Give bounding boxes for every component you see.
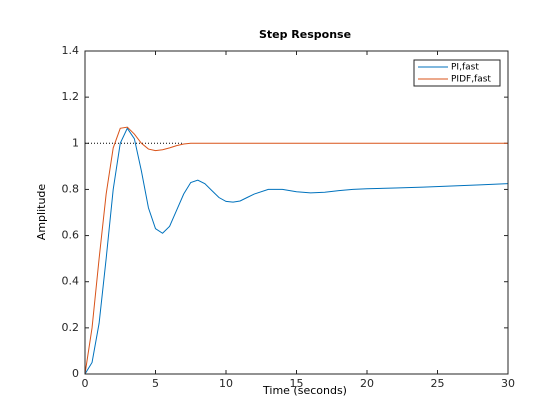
- y-tick-label: 1: [72, 136, 79, 149]
- y-tick-label: 0: [72, 367, 79, 380]
- x-tick-label: 30: [501, 377, 515, 390]
- x-tick-label: 20: [360, 377, 374, 390]
- axes-box: [84, 50, 509, 375]
- x-tick-label: 25: [431, 377, 445, 390]
- y-tick-label: 0.8: [62, 182, 80, 195]
- y-tick-label: 1.4: [62, 44, 80, 57]
- legend-label: PIDF,fast: [451, 75, 491, 85]
- x-axis-label: Time (seconds): [262, 384, 347, 397]
- legend-box: [413, 59, 501, 87]
- legend: PI,fast PIDF,fast: [413, 59, 501, 87]
- y-tick-label: 0.4: [62, 275, 80, 288]
- y-tick-label: 0.6: [62, 229, 80, 242]
- series-line: [84, 126, 508, 375]
- chart-title: Step Response: [259, 28, 351, 41]
- y-tick-label: 0.2: [62, 321, 80, 334]
- series-line: [84, 127, 509, 375]
- x-tick-label: 0: [82, 377, 89, 390]
- y-axis-label: Amplitude: [35, 184, 48, 241]
- x-tick-label: 5: [152, 377, 159, 390]
- x-tick-label: 10: [219, 377, 233, 390]
- y-tick-label: 1.2: [62, 90, 80, 103]
- plot-area: [85, 51, 508, 374]
- x-tick-label: 15: [290, 377, 304, 390]
- legend-label: PI,fast: [451, 63, 479, 73]
